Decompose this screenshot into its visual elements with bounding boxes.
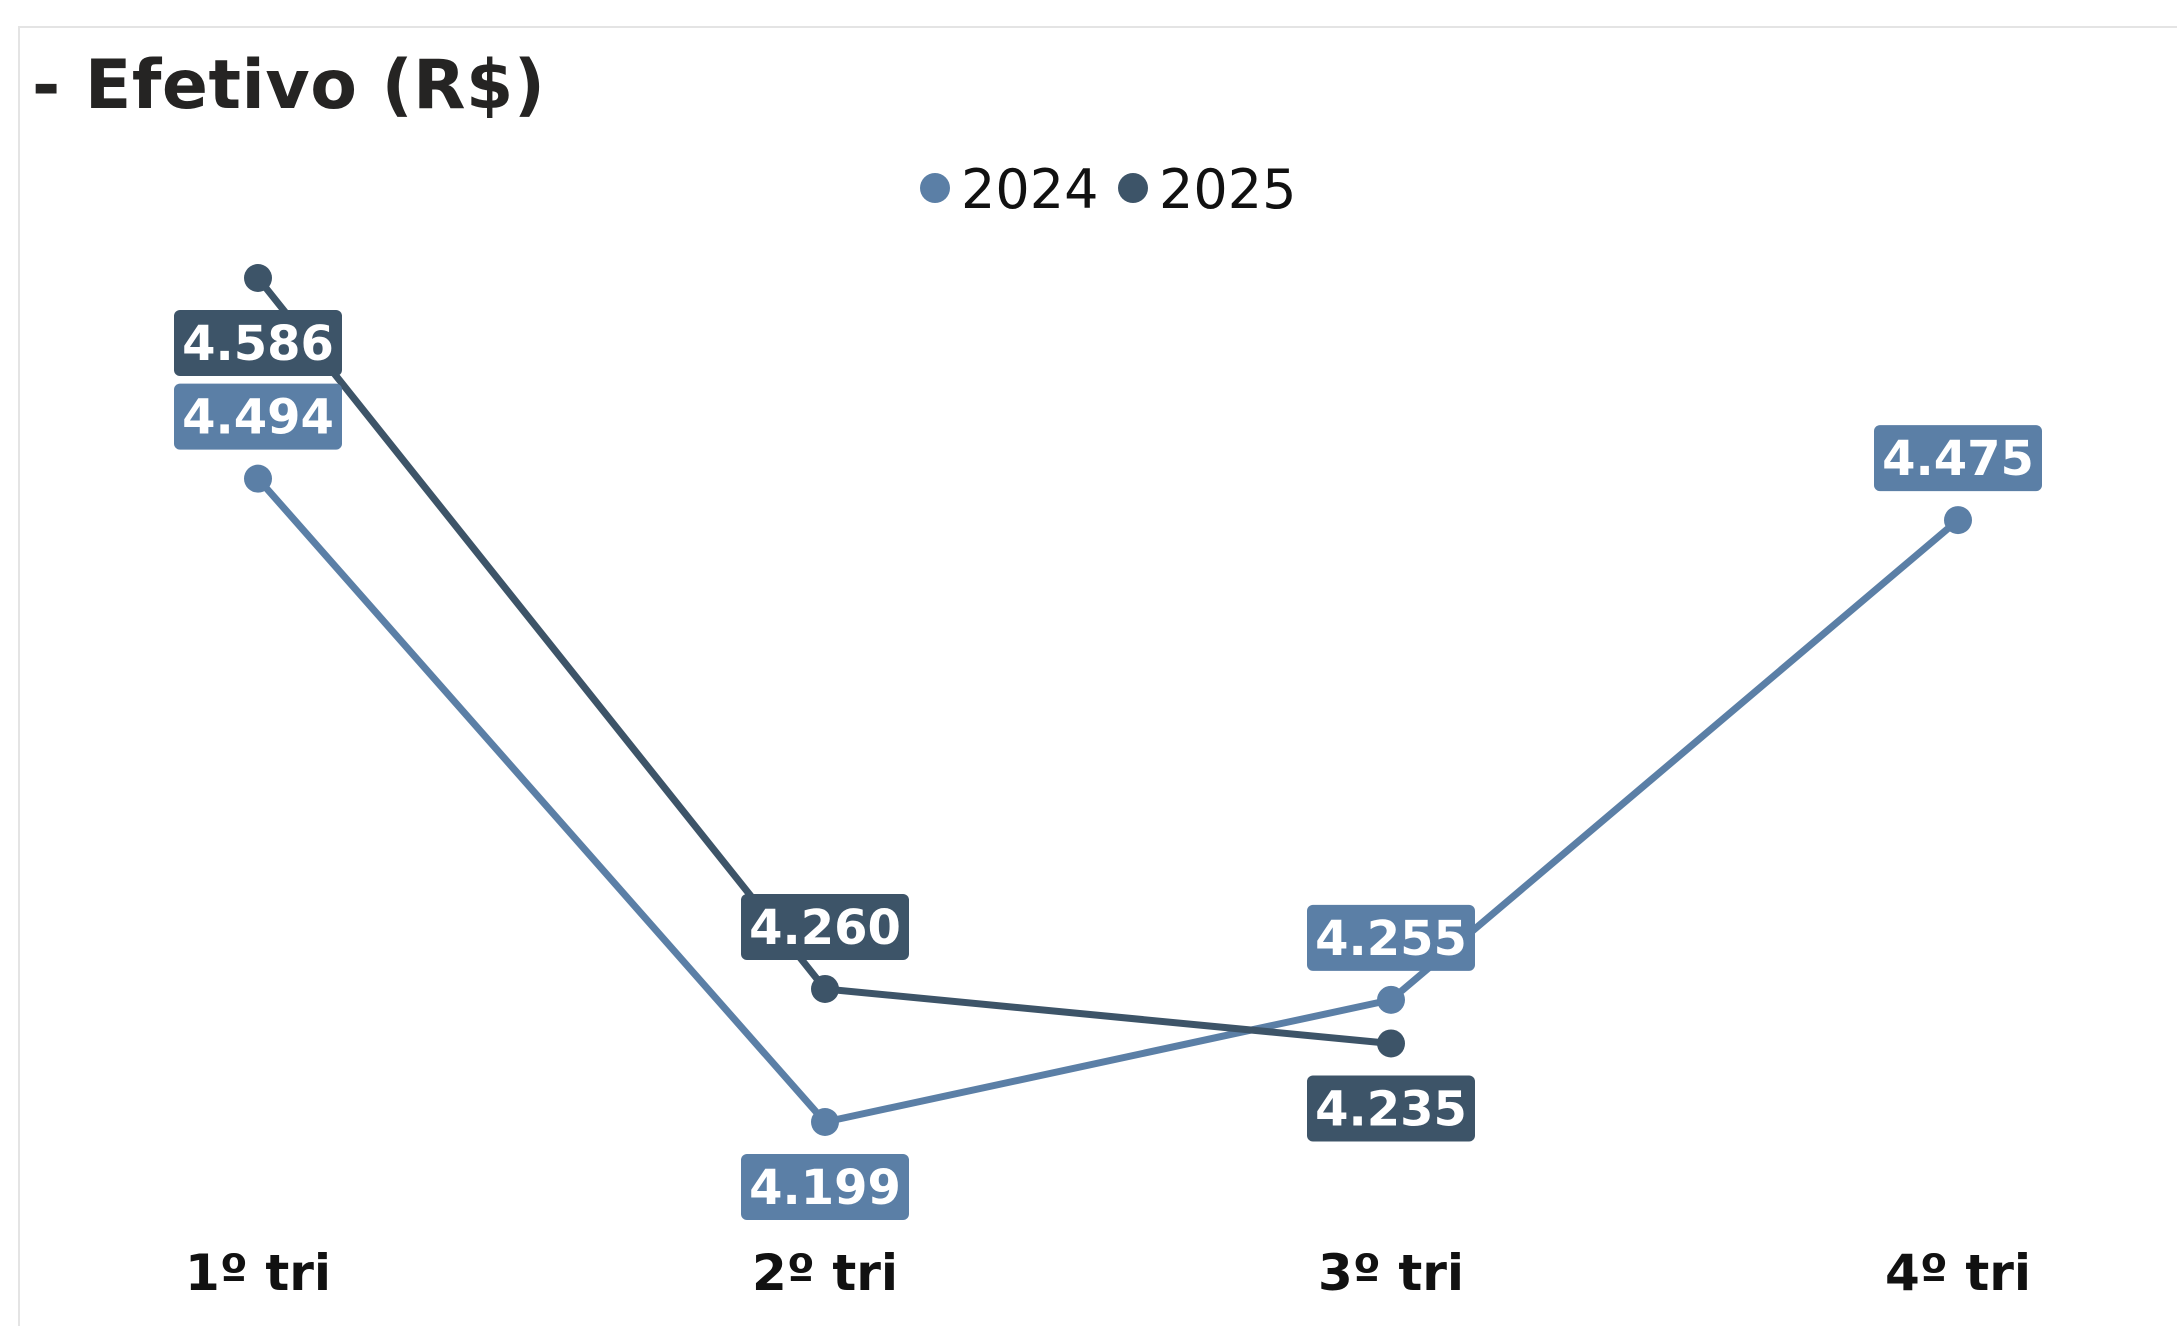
data-label-box-2024-2 <box>1307 904 1475 971</box>
data-point-2024-2 <box>1377 985 1405 1014</box>
chart-legend: 2024 2025 <box>920 158 1296 221</box>
data-point-2025-0 <box>244 264 272 292</box>
data-point-2024-3 <box>1944 506 1972 535</box>
x-tick-label-1: 2º tri <box>752 1244 898 1302</box>
data-label-box-2024-1 <box>741 1154 909 1220</box>
data-label-box-2025-0 <box>174 310 342 376</box>
legend-marker-2024 <box>920 173 950 203</box>
x-tick-label-0: 1º tri <box>185 1244 331 1302</box>
data-label-box-2024-3 <box>1874 425 2042 492</box>
legend-label-2025: 2025 <box>1159 158 1296 221</box>
data-label-2024-0: 4.494 <box>182 390 334 446</box>
data-point-2025-2 <box>1377 1029 1405 1058</box>
data-point-2024-1 <box>811 1108 839 1136</box>
series-line-2024 <box>255 476 1961 1126</box>
chart-frame <box>18 26 2177 1326</box>
x-axis: 1º tri 2º tri 3º tri 4º tri <box>185 1244 2031 1302</box>
data-point-2025-1 <box>811 974 839 1003</box>
data-label-box-2024-0 <box>174 383 342 450</box>
data-label-2024-3: 4.475 <box>1882 431 2034 487</box>
x-tick-label-3: 4º tri <box>1885 1244 2031 1302</box>
data-label-box-2025-1 <box>741 893 909 960</box>
x-tick-label-2: 3º tri <box>1318 1244 1464 1302</box>
legend-marker-2025 <box>1118 173 1148 203</box>
data-label-2025-0: 4.586 <box>182 316 334 372</box>
data-points <box>244 264 1972 1136</box>
chart-title: - Efetivo (R$) <box>32 46 546 125</box>
data-label-2024-1: 4.199 <box>749 1160 901 1216</box>
legend-label-2024: 2024 <box>961 158 1098 221</box>
data-point-2024-0 <box>244 464 272 493</box>
data-label-2024-2: 4.255 <box>1315 911 1467 967</box>
data-labels: 4.494 4.199 4.255 4.475 4.586 4.260 4.235 <box>174 310 2042 1220</box>
series-lines <box>255 275 1961 1126</box>
data-label-2025-1: 4.260 <box>749 900 901 956</box>
data-label-box-2025-2 <box>1307 1075 1475 1142</box>
data-label-2025-2: 4.235 <box>1315 1081 1467 1137</box>
